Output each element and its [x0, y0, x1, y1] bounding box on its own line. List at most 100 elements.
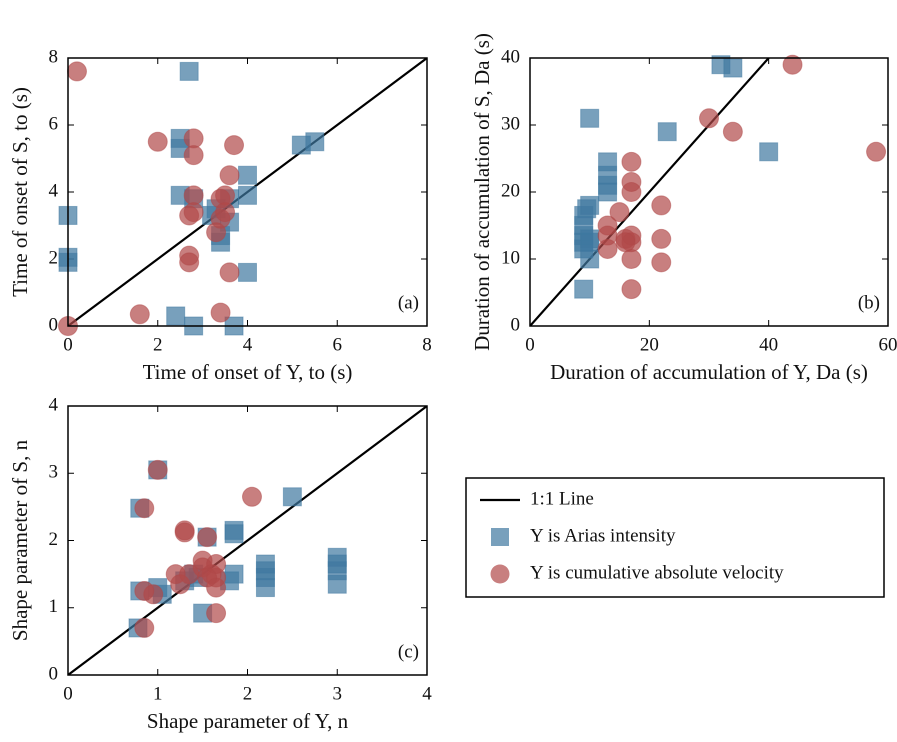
x-axis-label: Duration of accumulation of Y, Da (s)	[550, 360, 868, 384]
legend-square	[491, 528, 509, 546]
circle-point	[206, 603, 227, 624]
circle-point	[651, 195, 672, 216]
square-point	[598, 152, 618, 172]
y-tick-label: 1	[49, 596, 59, 617]
x-tick-label: 6	[333, 334, 343, 355]
x-tick-label: 3	[333, 683, 343, 704]
y-tick-label: 8	[49, 46, 59, 67]
square-point	[166, 306, 186, 326]
circle-point	[219, 165, 240, 186]
x-tick-label: 4	[243, 334, 253, 355]
square-point	[305, 132, 325, 152]
square-point	[255, 554, 275, 574]
square-point	[723, 58, 743, 78]
circle-point	[651, 252, 672, 273]
circle-point	[782, 54, 803, 75]
square-point	[238, 185, 257, 205]
square-point	[580, 195, 600, 215]
square-point	[282, 487, 302, 507]
legend-label: 1:1 Line	[530, 488, 594, 509]
one-to-one-line	[68, 406, 427, 675]
circle-point	[210, 302, 231, 323]
circle-point	[224, 135, 245, 156]
y-tick-label: 40	[501, 46, 520, 67]
x-tick-label: 8	[422, 334, 432, 355]
x-axis-label: Time of onset of Y, to (s)	[143, 360, 353, 384]
one-to-one-line	[530, 58, 770, 326]
legend-label: Y is cumulative absolute velocity	[530, 562, 784, 583]
circle-point	[241, 486, 262, 507]
x-tick-label: 2	[243, 683, 253, 704]
x-tick-label: 0	[63, 683, 73, 704]
panel-label: (c)	[398, 641, 419, 662]
circle-point	[206, 222, 227, 243]
square-point	[574, 279, 594, 299]
legend-label: Y is Arias intensity	[530, 525, 676, 546]
x-axis-label: Shape parameter of Y, n	[147, 709, 349, 733]
circle-point	[621, 279, 642, 300]
square-point	[580, 108, 600, 128]
x-tick-label: 40	[759, 334, 778, 355]
square-point	[598, 182, 618, 202]
plot-frame	[67, 405, 428, 676]
circle-point	[866, 141, 887, 162]
y-tick-label: 30	[501, 113, 520, 134]
circle-point	[615, 232, 636, 253]
circle-point	[183, 128, 204, 149]
x-tick-label: 4	[422, 683, 432, 704]
y-tick-label: 4	[49, 394, 59, 415]
x-tick-label: 20	[640, 334, 659, 355]
circle-point	[143, 584, 164, 605]
circle-point	[621, 151, 642, 172]
y-axis-label: Duration of accumulation of S, Da (s)	[470, 33, 494, 351]
square-point	[580, 229, 600, 249]
circle-point	[197, 527, 218, 548]
circle-point	[147, 131, 168, 152]
y-tick-label: 3	[49, 462, 59, 483]
circle-point	[722, 121, 743, 142]
y-tick-label: 0	[49, 314, 59, 335]
circle-point	[621, 249, 642, 269]
circle-point	[129, 304, 150, 325]
square-point	[238, 262, 257, 282]
circle-point	[134, 498, 155, 519]
circle-point	[66, 61, 87, 82]
square-point	[657, 122, 677, 142]
square-point	[759, 142, 779, 162]
square-point	[238, 165, 257, 185]
x-tick-label: 0	[525, 334, 535, 355]
y-tick-label: 0	[49, 663, 59, 684]
circle-point	[609, 202, 630, 223]
x-tick-label: 2	[153, 334, 163, 355]
x-tick-label: 60	[879, 334, 897, 355]
circle-point	[215, 202, 236, 223]
circle-point	[174, 520, 195, 541]
y-tick-label: 2	[49, 529, 59, 550]
circle-point	[621, 171, 642, 192]
x-tick-label: 0	[63, 334, 73, 355]
panel-label: (b)	[858, 292, 880, 313]
circle-point	[179, 252, 200, 273]
circle-point	[183, 202, 204, 223]
y-tick-label: 2	[49, 247, 59, 268]
plot-frame	[67, 57, 428, 327]
y-tick-label: 10	[501, 247, 520, 268]
circle-point	[219, 262, 240, 283]
legend-box	[465, 477, 885, 598]
circle-point	[597, 215, 618, 236]
y-axis-label: Shape parameter of S, n	[8, 439, 32, 641]
circle-point	[699, 108, 719, 129]
circle-point	[183, 145, 204, 166]
y-tick-label: 20	[501, 180, 520, 201]
circle-point	[183, 185, 204, 206]
square-point	[224, 564, 244, 584]
panel-label: (a)	[398, 292, 419, 313]
square-point	[327, 547, 347, 567]
y-tick-label: 4	[49, 180, 59, 201]
square-point	[224, 524, 244, 544]
square-point	[179, 61, 199, 81]
circle-point	[651, 228, 672, 249]
plot-frame	[529, 57, 889, 327]
x-tick-label: 1	[153, 683, 163, 704]
